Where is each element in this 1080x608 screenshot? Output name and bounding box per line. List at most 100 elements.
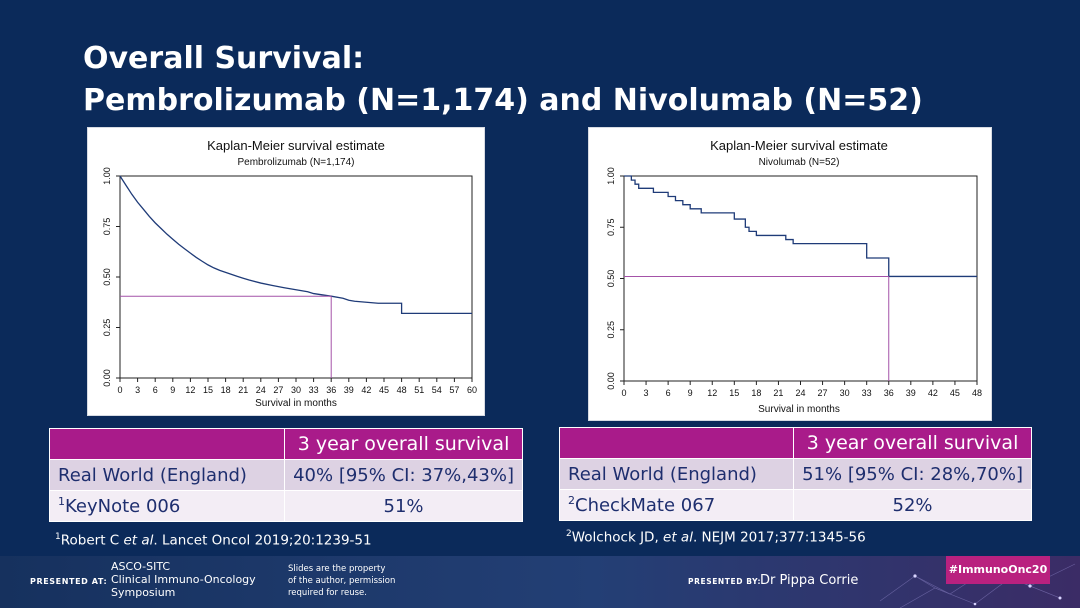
table-header-3yr: 3 year overall survival — [284, 428, 523, 460]
footnote-robert: 1Robert C et al. Lancet Oncol 2019;20:12… — [55, 532, 372, 549]
x-tick-label: 39 — [344, 385, 354, 395]
y-tick-label: 0.00 — [102, 369, 112, 387]
row-value: 51% — [284, 490, 523, 522]
x-tick-label: 21 — [773, 388, 783, 398]
chart-x-label: Survival in months — [255, 398, 337, 409]
title-line-2: Pembrolizumab (N=1,174) and Nivolumab (N… — [83, 83, 923, 118]
row-superscript: 1 — [58, 495, 65, 508]
x-tick-label: 12 — [185, 385, 195, 395]
x-tick-label: 33 — [862, 388, 872, 398]
x-tick-label: 48 — [397, 385, 407, 395]
footnote-wolchock: 2Wolchock JD, et al. NEJM 2017;377:1345-… — [566, 529, 866, 546]
x-tick-label: 57 — [449, 385, 459, 395]
x-tick-label: 45 — [950, 388, 960, 398]
title-line-1: Overall Survival: — [83, 41, 365, 76]
conference-line-3: Symposium — [111, 586, 176, 599]
x-tick-label: 60 — [467, 385, 477, 395]
chart-subtitle: Nivolumab (N=52) — [759, 157, 840, 168]
conference-line-2: Clinical Immuno-Oncology — [111, 573, 256, 586]
footnote-pre: Wolchock JD, — [571, 529, 664, 546]
row-label-cell: 2CheckMate 067 — [558, 489, 795, 521]
y-tick-label: 0.50 — [606, 270, 616, 288]
x-tick-label: 27 — [273, 385, 283, 395]
x-tick-label: 21 — [238, 385, 248, 395]
table-header-row: 3 year overall survival — [558, 427, 1032, 459]
table-row: 1KeyNote 006 51% — [48, 490, 523, 522]
table-row: Real World (England) 40% [95% CI: 37%,43… — [48, 459, 523, 491]
x-tick-label: 6 — [666, 388, 671, 398]
slide-title: Overall Survival: Pembrolizumab (N=1,174… — [83, 38, 923, 122]
survival-table-nivolumab: 3 year overall survival Real World (Engl… — [558, 427, 1032, 521]
x-tick-label: 54 — [432, 385, 442, 395]
x-tick-label: 48 — [972, 388, 982, 398]
y-tick-label: 0.00 — [606, 372, 616, 390]
plot-frame — [119, 175, 473, 379]
x-tick-label: 27 — [818, 388, 828, 398]
y-tick-label: 0.75 — [606, 218, 616, 236]
presented-at-label: PRESENTED AT: — [30, 577, 108, 586]
x-tick-label: 45 — [379, 385, 389, 395]
rights-line-1: Slides are the property — [288, 564, 386, 574]
plot-frame — [623, 175, 978, 382]
conference-line-1: ASCO-SITC — [111, 560, 171, 573]
y-tick-label: 1.00 — [102, 167, 112, 185]
survival-curve — [119, 175, 472, 315]
y-tick-label: 1.00 — [606, 167, 616, 185]
x-tick-label: 3 — [135, 385, 140, 395]
x-tick-label: 30 — [840, 388, 850, 398]
presenter-name: Dr Pippa Corrie — [760, 573, 859, 588]
x-tick-label: 42 — [361, 385, 371, 395]
y-tick-label: 0.75 — [102, 218, 112, 236]
footnote-post: . NEJM 2017;377:1345-56 — [692, 529, 866, 546]
x-tick-label: 6 — [153, 385, 158, 395]
x-tick-label: 39 — [906, 388, 916, 398]
x-tick-label: 0 — [621, 388, 626, 398]
table-header-empty — [48, 428, 286, 460]
footnote-sup: 1 — [55, 532, 61, 542]
x-tick-label: 51 — [414, 385, 424, 395]
rights-line-2: of the author, permission — [288, 576, 396, 586]
rights-notice: Slides are the property of the author, p… — [288, 563, 395, 599]
footnote-post: . Lancet Oncol 2019;20:1239-51 — [153, 532, 372, 549]
table-row: Real World (England) 51% [95% CI: 28%,70… — [558, 458, 1032, 490]
presented-by-label: PRESENTED BY: — [688, 577, 762, 586]
hashtag-badge: #ImmunoOnc20 — [946, 556, 1050, 584]
x-tick-label: 42 — [928, 388, 938, 398]
x-tick-label: 3 — [644, 388, 649, 398]
x-tick-label: 15 — [203, 385, 213, 395]
row-label-cell: 1KeyNote 006 — [48, 490, 286, 522]
x-tick-label: 24 — [256, 385, 266, 395]
x-tick-label: 24 — [795, 388, 805, 398]
x-tick-label: 18 — [221, 385, 231, 395]
chart-title: Kaplan-Meier survival estimate — [207, 138, 385, 153]
footnote-pre: Robert C — [60, 532, 124, 549]
x-tick-label: 9 — [170, 385, 175, 395]
km-chart-pembrolizumab: Kaplan-Meier survival estimate Pembroliz… — [87, 127, 485, 416]
km-chart-svg: Kaplan-Meier survival estimate Pembroliz… — [102, 138, 477, 409]
x-tick-label: 33 — [309, 385, 319, 395]
chart-title: Kaplan-Meier survival estimate — [710, 138, 888, 153]
row-value: 52% — [793, 489, 1032, 521]
x-tick-label: 30 — [291, 385, 301, 395]
km-chart-nivolumab: Kaplan-Meier survival estimate Nivolumab… — [588, 127, 992, 421]
survival-table-pembrolizumab: 3 year overall survival Real World (Engl… — [48, 428, 523, 522]
table-header-empty — [558, 427, 795, 459]
row-label: Real World (England) — [558, 458, 795, 490]
chart-x-label: Survival in months — [758, 404, 840, 415]
km-chart-svg: Kaplan-Meier survival estimate Nivolumab… — [606, 138, 982, 415]
footer-bar: PRESENTED AT: ASCO-SITC Clinical Immuno-… — [0, 556, 1080, 608]
x-tick-label: 0 — [117, 385, 122, 395]
y-tick-label: 0.25 — [606, 321, 616, 339]
chart-subtitle: Pembrolizumab (N=1,174) — [238, 157, 355, 168]
rights-line-3: required for reuse. — [288, 588, 367, 598]
row-label: CheckMate 067 — [575, 495, 716, 516]
row-superscript: 2 — [568, 494, 575, 507]
x-tick-label: 12 — [707, 388, 717, 398]
row-label: Real World (England) — [48, 459, 286, 491]
y-tick-label: 0.25 — [102, 319, 112, 337]
row-value: 40% [95% CI: 37%,43%] — [284, 459, 523, 491]
x-tick-label: 9 — [688, 388, 693, 398]
x-tick-label: 15 — [729, 388, 739, 398]
footnote-em: et al — [123, 532, 154, 549]
